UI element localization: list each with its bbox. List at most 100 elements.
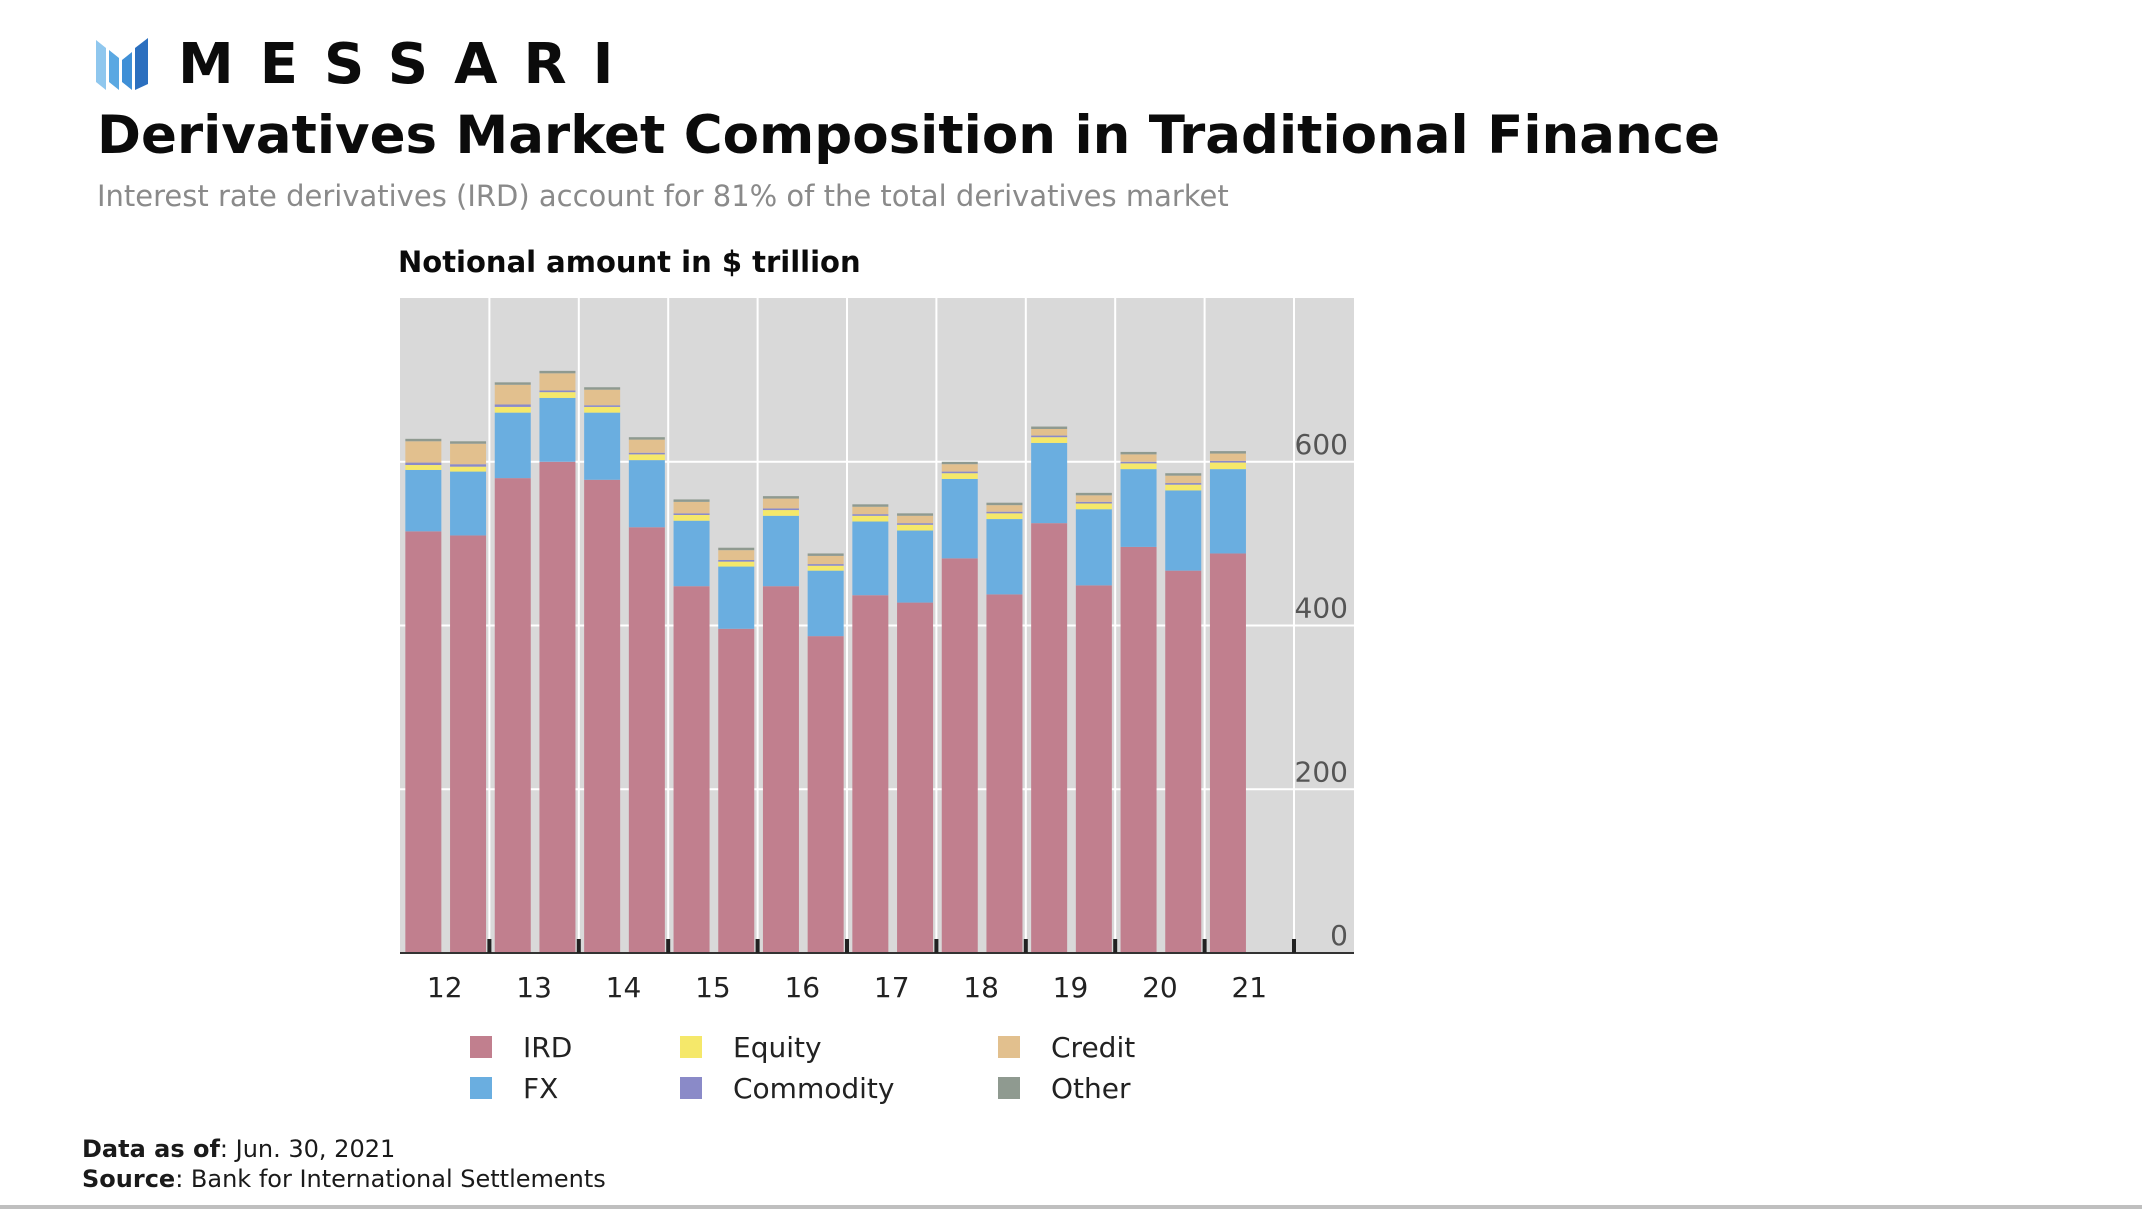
- y-tick-label: 0: [1330, 919, 1348, 952]
- bar-segment-ird: [628, 527, 665, 953]
- x-tick-label: 15: [695, 971, 731, 1004]
- y-tick-label: 200: [1295, 755, 1348, 788]
- bar-segment-equity: [941, 473, 978, 479]
- bar-segment-commodity: [1075, 501, 1112, 504]
- bar-segment-commodity: [1165, 483, 1202, 485]
- x-tick-label: 17: [874, 971, 910, 1004]
- bar-segment-ird: [405, 531, 442, 953]
- bar-segment-equity: [1209, 462, 1246, 470]
- bar-segment-equity: [718, 561, 755, 567]
- legend-swatch-commodity: [680, 1077, 702, 1099]
- x-tick-label: 19: [1053, 971, 1089, 1004]
- x-tick-label: 21: [1231, 971, 1267, 1004]
- bar-segment-credit: [986, 505, 1023, 512]
- bar-segment-credit: [584, 389, 621, 406]
- bar-segment-ird: [807, 636, 844, 953]
- bar-segment-fx: [762, 515, 799, 587]
- bar-segment-other: [584, 387, 621, 390]
- bar-segment-fx: [941, 478, 978, 559]
- bar-segment-other: [539, 370, 576, 374]
- bar-segment-credit: [1075, 495, 1112, 502]
- bar-segment-fx: [450, 471, 487, 536]
- bar-segment-credit: [494, 384, 531, 405]
- bar-segment-commodity: [807, 564, 844, 566]
- bar-segment-credit: [1209, 453, 1246, 461]
- bar-segment-credit: [807, 555, 844, 565]
- legend-label-commodity: Commodity: [733, 1072, 894, 1105]
- bar-segment-ird: [941, 558, 978, 953]
- messari-logo-icon: [96, 38, 148, 90]
- legend-label-credit: Credit: [1051, 1031, 1135, 1064]
- bar-segment-other: [718, 547, 755, 551]
- bar-segment-commodity: [1031, 435, 1068, 438]
- bar-segment-fx: [986, 519, 1023, 595]
- bar-segment-fx: [405, 469, 442, 532]
- bar-segment-fx: [1165, 490, 1202, 571]
- bar-segment-credit: [1165, 475, 1202, 484]
- bar-segment-fx: [807, 570, 844, 637]
- bottom-divider: [0, 1205, 2142, 1209]
- bar-segment-commodity: [450, 464, 487, 467]
- bar-segment-commodity: [494, 404, 531, 407]
- legend-label-fx: FX: [523, 1072, 558, 1105]
- chart-title: Notional amount in $ trillion: [398, 245, 861, 279]
- bar-segment-commodity: [628, 452, 665, 455]
- bar-segment-ird: [897, 602, 934, 953]
- bar-segment-fx: [584, 412, 621, 480]
- bar-segment-ird: [718, 628, 755, 953]
- bar-segment-ird: [1075, 585, 1112, 953]
- x-tick-label: 13: [516, 971, 552, 1004]
- bar-segment-credit: [1031, 429, 1068, 436]
- bar-segment-ird: [1120, 546, 1157, 953]
- source-value: : Bank for International Settlements: [175, 1165, 606, 1193]
- bar-segment-fx: [494, 412, 531, 479]
- bar-segment-other: [1209, 451, 1246, 454]
- bar-segment-equity: [628, 454, 665, 461]
- bar-segment-other: [673, 499, 710, 502]
- bar-segment-fx: [718, 566, 755, 629]
- bar-segment-ird: [986, 594, 1023, 953]
- bar-segment-credit: [762, 498, 799, 509]
- bar-segment-commodity: [762, 508, 799, 511]
- page-title: Derivatives Market Composition in Tradit…: [97, 105, 1721, 166]
- bar-segment-commodity: [986, 511, 1023, 514]
- legend-swatch-equity: [680, 1036, 702, 1058]
- legend-swatch-fx: [470, 1077, 492, 1099]
- x-tick-label: 18: [963, 971, 999, 1004]
- bar-segment-ird: [450, 535, 487, 953]
- bar-segment-fx: [1031, 442, 1068, 524]
- data-as-of-value: : Jun. 30, 2021: [219, 1135, 396, 1163]
- bar-segment-fx: [673, 520, 710, 587]
- bar-segment-other: [1165, 473, 1202, 476]
- bar-segment-commodity: [539, 390, 576, 393]
- bar-segment-ird: [852, 595, 889, 953]
- x-tick-label: 20: [1142, 971, 1178, 1004]
- bar-segment-credit: [941, 464, 978, 472]
- legend-label-other: Other: [1051, 1072, 1131, 1105]
- legend-label-ird: IRD: [523, 1031, 572, 1064]
- page-subtitle: Interest rate derivatives (IRD) account …: [97, 179, 1229, 213]
- x-tick-label: 16: [784, 971, 820, 1004]
- bar-segment-credit: [628, 439, 665, 453]
- bar-segment-other: [1031, 426, 1068, 429]
- bar-segment-credit: [897, 515, 934, 524]
- bar-segment-commodity: [941, 471, 978, 474]
- bar-segment-equity: [1031, 437, 1068, 443]
- bar-segment-other: [762, 496, 799, 499]
- bar-segment-commodity: [1120, 461, 1157, 464]
- bar-segment-fx: [852, 521, 889, 596]
- bar-segment-other: [897, 513, 934, 516]
- bar-segment-equity: [762, 510, 799, 516]
- bar-segment-equity: [1120, 463, 1157, 470]
- bar-segment-credit: [539, 373, 576, 391]
- bar-segment-credit: [718, 550, 755, 560]
- bar-segment-commodity: [852, 514, 889, 516]
- bar-segment-ird: [539, 461, 576, 953]
- bar-segment-fx: [1209, 469, 1246, 554]
- bar-segment-other: [405, 438, 442, 442]
- bar-segment-equity: [986, 513, 1023, 520]
- bar-segment-equity: [1165, 484, 1202, 491]
- bar-segment-equity: [897, 524, 934, 531]
- bar-segment-fx: [628, 460, 665, 528]
- bar-segment-equity: [1075, 503, 1112, 510]
